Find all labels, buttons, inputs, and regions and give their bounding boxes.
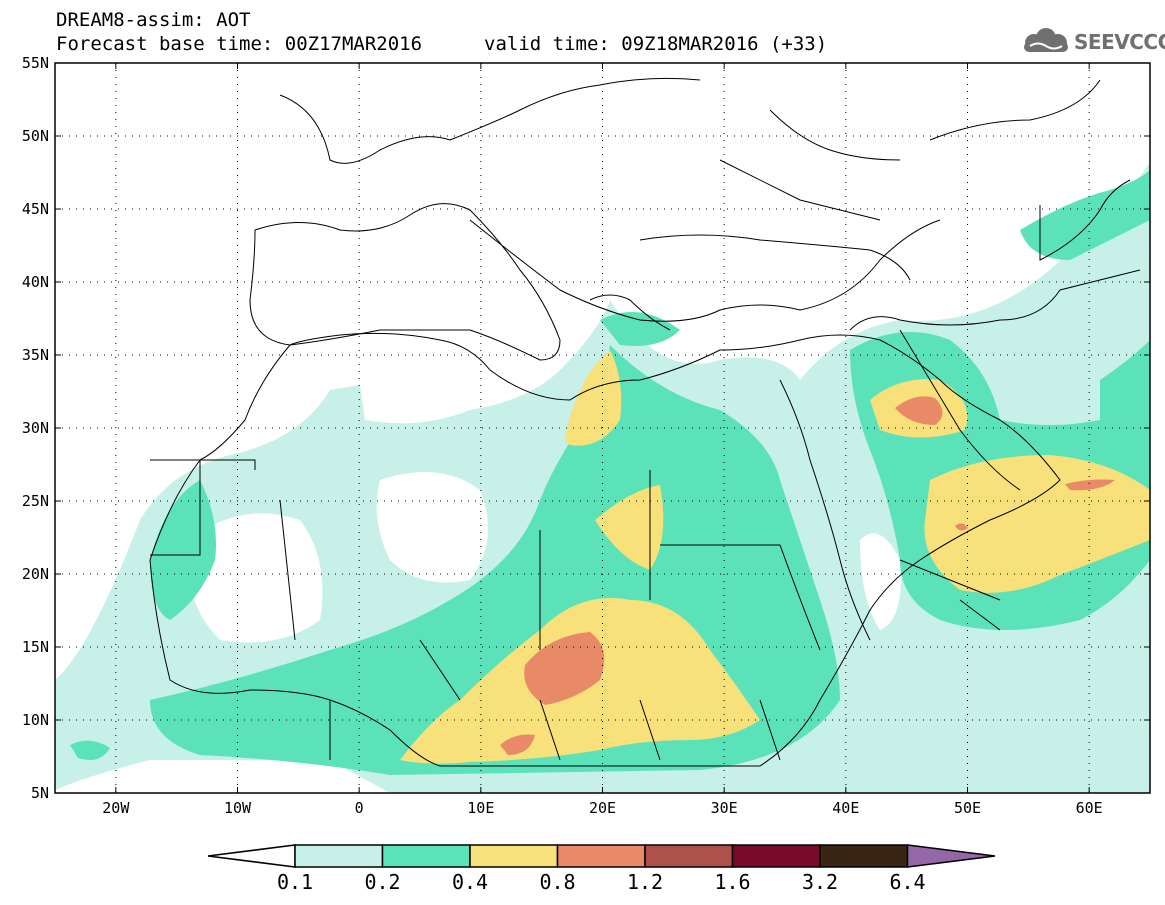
forecast-base-time: Forecast base time: 00Z17MAR2016 bbox=[56, 33, 423, 55]
colorbar-box bbox=[556, 844, 646, 868]
colorbar-overflow bbox=[906, 844, 996, 868]
colorbar-label: 0.2 bbox=[364, 870, 400, 894]
y-tick-label: 5N bbox=[31, 784, 49, 802]
y-tick-label: 55N bbox=[22, 54, 49, 72]
y-tick-label: 20N bbox=[22, 565, 49, 583]
x-tick-label: 30E bbox=[711, 799, 738, 817]
colorbar-box bbox=[731, 844, 821, 868]
colorbar-label: 6.4 bbox=[889, 870, 925, 894]
cloud-logo-icon bbox=[1024, 28, 1068, 52]
x-tick-label: 40E bbox=[832, 799, 859, 817]
colorbar-label: 0.8 bbox=[539, 870, 575, 894]
gridlines bbox=[55, 63, 1150, 793]
x-tick-label: 0 bbox=[355, 799, 364, 817]
y-tick-label: 10N bbox=[22, 711, 49, 729]
y-tick-label: 35N bbox=[22, 346, 49, 364]
colorbar-label: 0.4 bbox=[452, 870, 488, 894]
colorbar-box bbox=[294, 844, 384, 868]
x-tick-label: 50E bbox=[954, 799, 981, 817]
x-tick-label: 20W bbox=[102, 799, 130, 817]
x-tick-label: 10W bbox=[224, 799, 252, 817]
coastlines bbox=[149, 77, 1141, 767]
colorbar-box bbox=[644, 844, 734, 868]
x-tick-label: 60E bbox=[1076, 799, 1103, 817]
logo-text: SEEVCCC bbox=[1074, 30, 1165, 54]
colorbar-label: 0.1 bbox=[277, 870, 313, 894]
colorbar-label: 3.2 bbox=[802, 870, 838, 894]
y-tick-label: 15N bbox=[22, 638, 49, 656]
y-tick-label: 45N bbox=[22, 200, 49, 218]
y-tick-label: 50N bbox=[22, 127, 49, 145]
colorbar-box bbox=[381, 844, 471, 868]
colorbar-label: 1.6 bbox=[714, 870, 750, 894]
y-tick-label: 25N bbox=[22, 492, 49, 510]
x-tick-label: 20E bbox=[589, 799, 616, 817]
y-axis: 55N 50N 45N 40N 35N 30N 25N 20N 15N 10N 5N bbox=[22, 54, 1150, 802]
colorbar-box bbox=[819, 844, 909, 868]
x-axis: 20W 10W 0 10E 20E 30E 40E 50E 60E bbox=[102, 63, 1103, 817]
y-tick-label: 40N bbox=[22, 273, 49, 291]
colorbar-box bbox=[469, 844, 559, 868]
valid-time: valid time: 09Z18MAR2016 (+33) bbox=[484, 33, 828, 55]
x-tick-label: 10E bbox=[467, 799, 494, 817]
colorbar-label: 1.2 bbox=[627, 870, 663, 894]
map-title: DREAM8-assim: AOT bbox=[56, 9, 251, 31]
y-tick-label: 30N bbox=[22, 419, 49, 437]
colorbar-underflow bbox=[207, 844, 296, 868]
